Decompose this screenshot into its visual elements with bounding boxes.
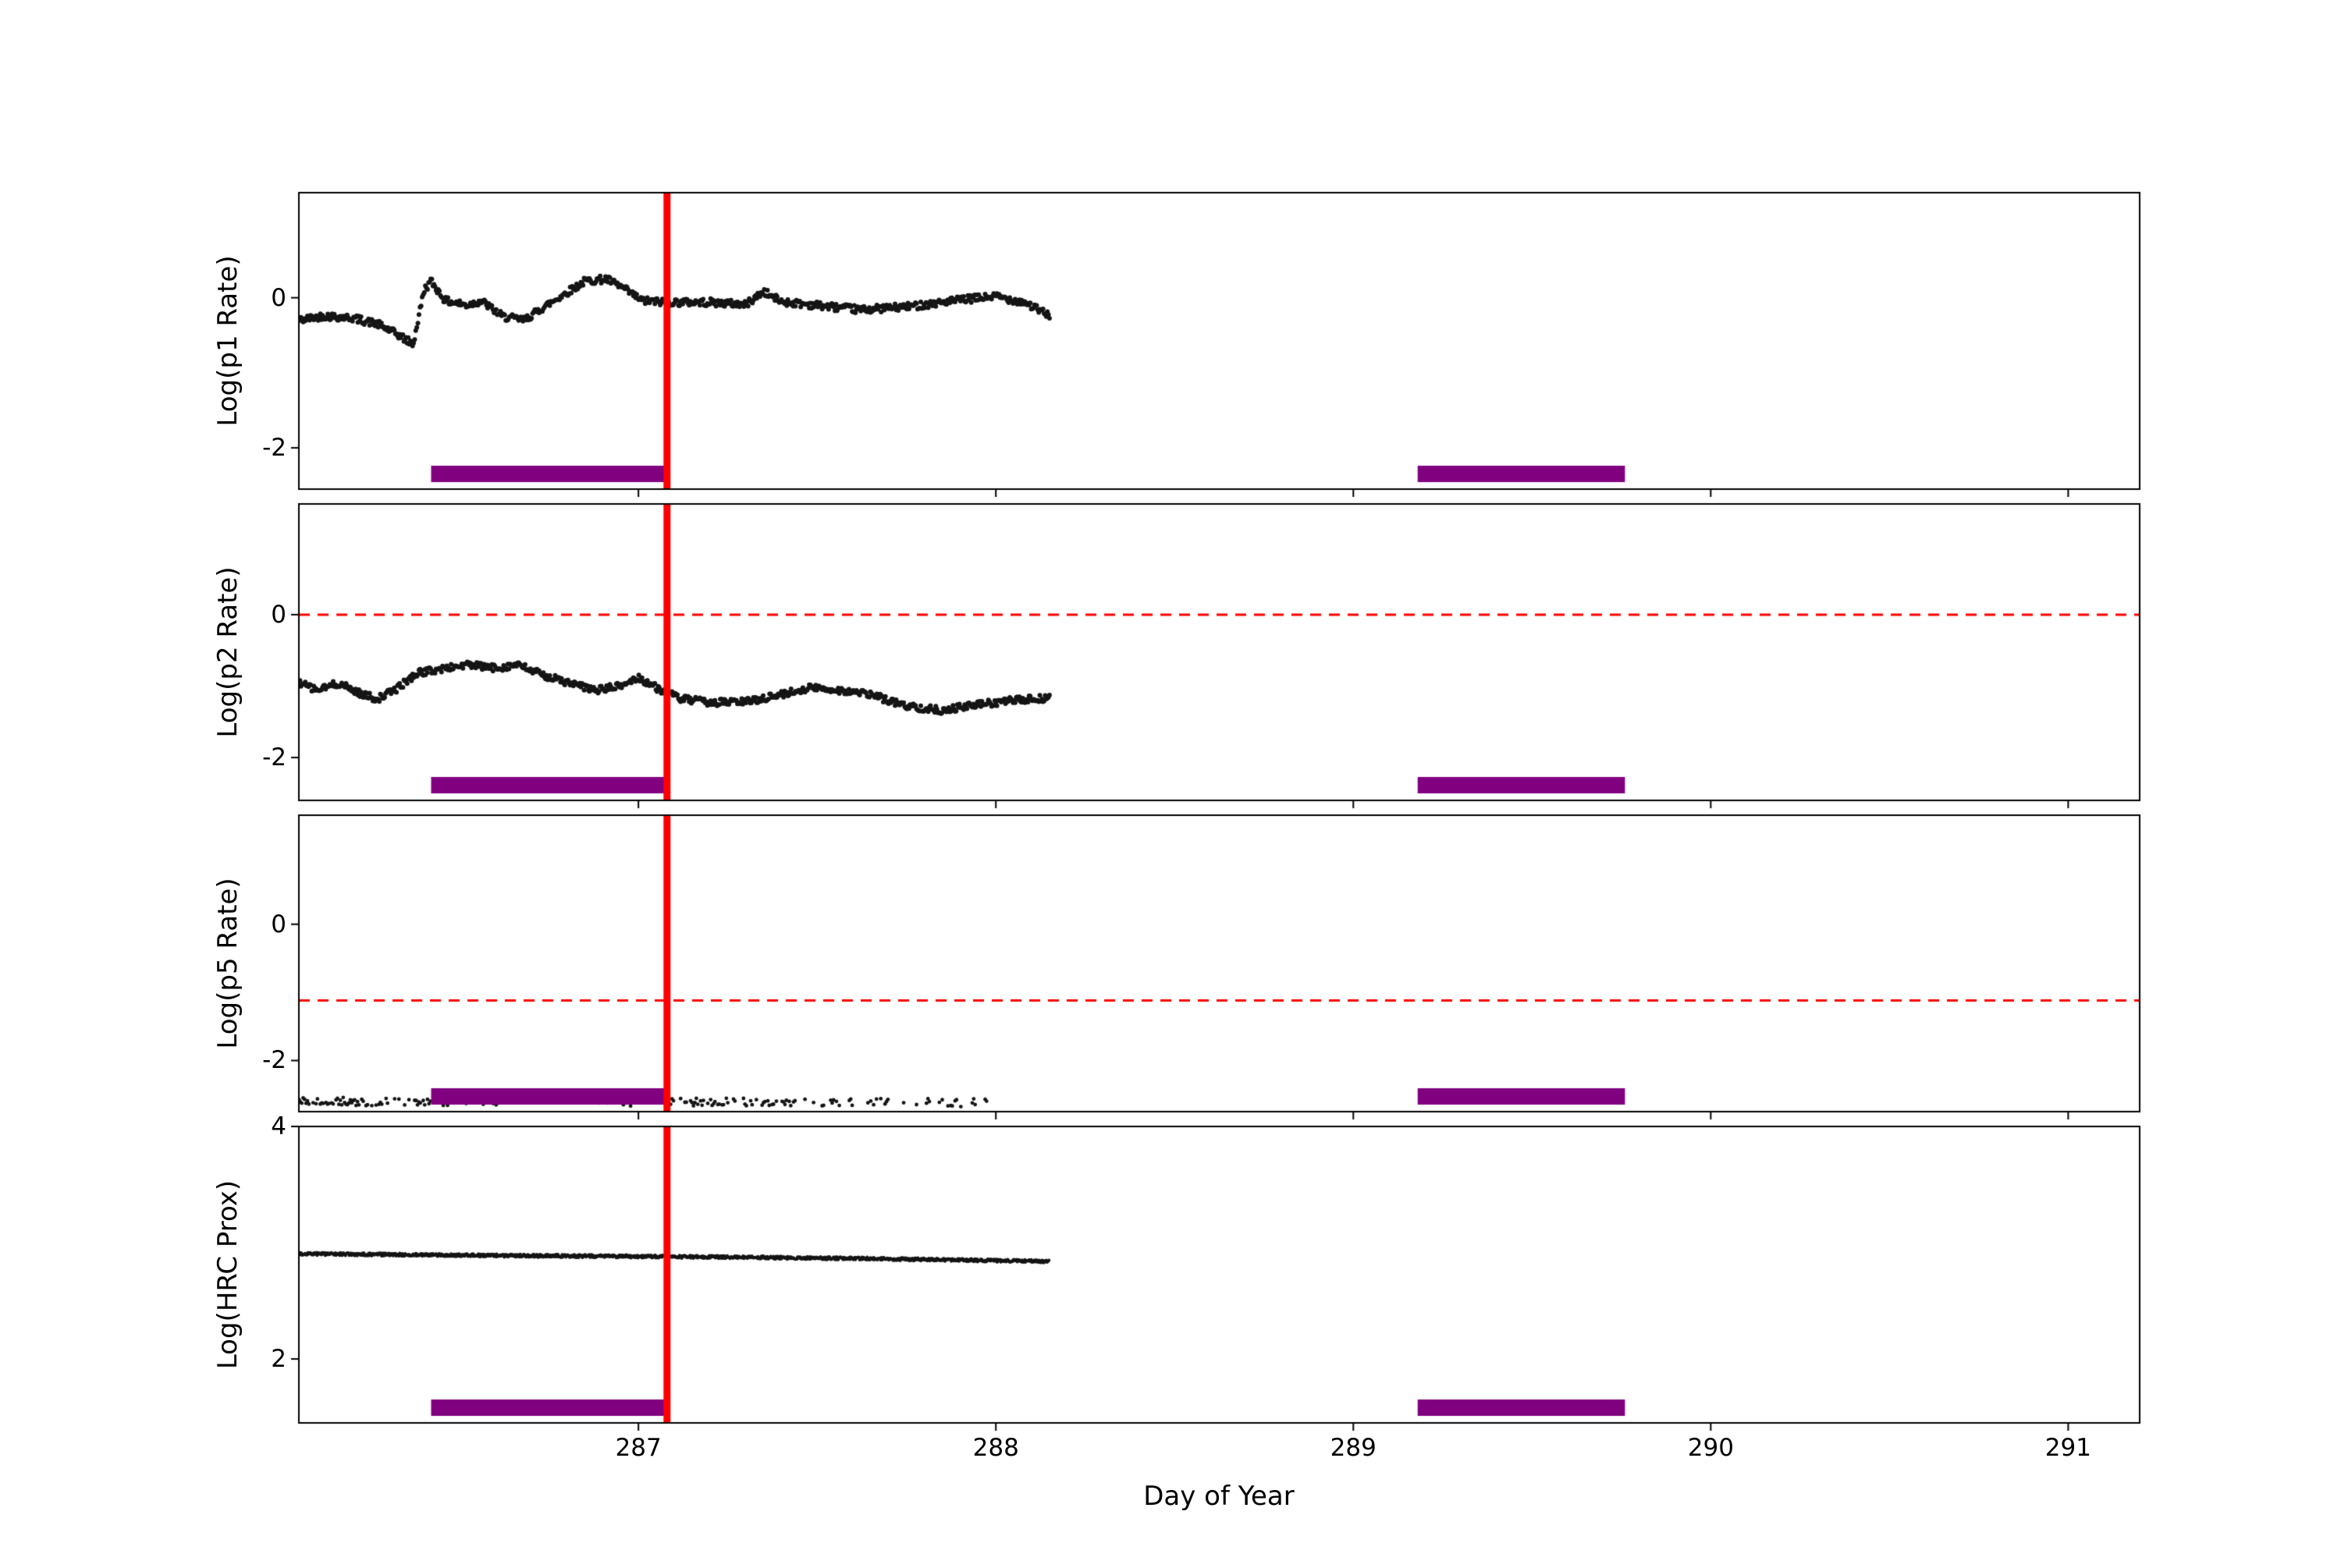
y-tick-label-panel3: 0: [271, 910, 286, 938]
x-tick-label-290: 290: [1687, 1434, 1734, 1462]
x-tick-label-288: 288: [972, 1434, 1019, 1462]
y-axis-label-panel4: Log(HRC Prox): [212, 1180, 243, 1370]
x-tick-label-291: 291: [2044, 1434, 2091, 1462]
x-tick-label-289: 289: [1330, 1434, 1377, 1462]
y-tick-label-panel4: 2: [271, 1345, 286, 1374]
y-tick-label-panel1: -2: [262, 434, 286, 463]
y-axis-label-panel2: Log(p2 Rate): [212, 566, 243, 738]
y-axis-label-panel3: Log(p5 Rate): [212, 878, 243, 1049]
y-tick-label-panel3: -2: [262, 1046, 286, 1075]
y-tick-label-panel2: -2: [262, 743, 286, 772]
y-tick-label-panel2: 0: [271, 600, 286, 629]
x-axis-label: Day of Year: [1143, 1481, 1295, 1512]
y-axis-label-panel1: Log(p1 Rate): [212, 255, 243, 427]
y-tick-label-panel1: 0: [271, 283, 286, 312]
x-tick-label-287: 287: [615, 1434, 662, 1462]
y-tick-label-panel4: 4: [271, 1112, 286, 1141]
